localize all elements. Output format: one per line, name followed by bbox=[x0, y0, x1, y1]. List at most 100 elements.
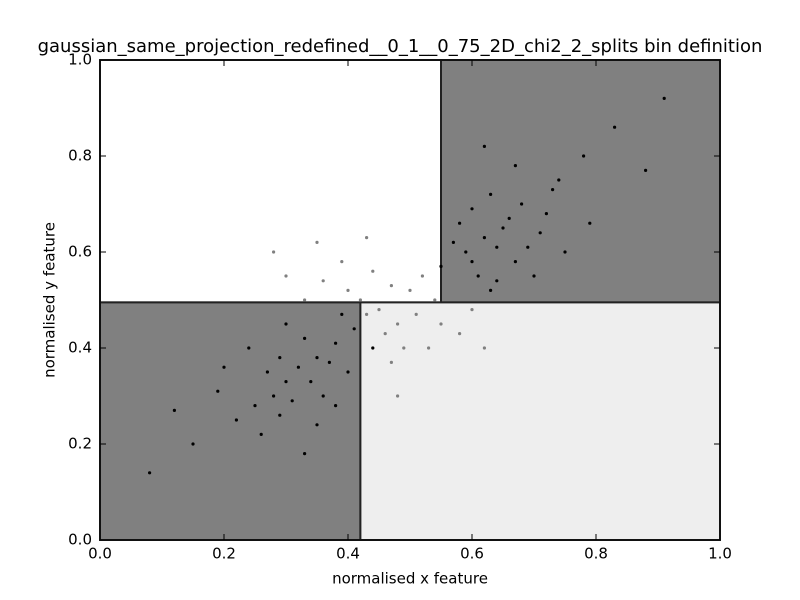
point bbox=[259, 432, 263, 436]
point bbox=[520, 202, 524, 206]
point bbox=[247, 346, 251, 350]
point bbox=[613, 125, 617, 129]
point bbox=[303, 298, 307, 302]
point bbox=[148, 471, 152, 475]
bin bbox=[99, 301, 362, 541]
bin bbox=[359, 301, 721, 541]
point bbox=[470, 207, 474, 211]
point bbox=[265, 370, 269, 374]
point bbox=[321, 394, 325, 398]
point bbox=[222, 365, 226, 369]
point bbox=[433, 298, 437, 302]
chart-title: gaussian_same_projection_redefined__0_1_… bbox=[38, 36, 763, 57]
point bbox=[371, 269, 375, 273]
point bbox=[284, 274, 288, 278]
x-tick-label: 0.0 bbox=[88, 545, 112, 563]
point bbox=[408, 288, 412, 292]
point bbox=[439, 322, 443, 326]
point bbox=[470, 308, 474, 312]
point bbox=[309, 380, 313, 384]
plot-frame bbox=[99, 59, 721, 541]
point bbox=[278, 413, 282, 417]
point bbox=[544, 212, 549, 216]
point bbox=[290, 399, 294, 403]
point bbox=[501, 226, 505, 230]
point bbox=[253, 404, 257, 408]
point bbox=[414, 312, 418, 316]
point bbox=[272, 394, 276, 398]
point bbox=[470, 260, 474, 264]
point bbox=[464, 250, 468, 254]
point bbox=[482, 236, 486, 240]
y-tick-label: 0.4 bbox=[68, 339, 92, 357]
point bbox=[346, 370, 350, 374]
point bbox=[551, 188, 555, 192]
y-tick-label: 0.6 bbox=[68, 243, 92, 261]
point bbox=[352, 327, 356, 331]
point bbox=[644, 168, 648, 172]
x-tick-label: 0.2 bbox=[212, 545, 236, 563]
point bbox=[315, 356, 319, 360]
point bbox=[389, 284, 393, 288]
point bbox=[321, 279, 325, 283]
point bbox=[371, 346, 375, 350]
bin bbox=[440, 59, 721, 304]
point bbox=[489, 288, 493, 292]
point bbox=[334, 404, 338, 408]
point bbox=[557, 178, 561, 182]
point bbox=[296, 365, 300, 369]
point bbox=[538, 231, 542, 235]
point bbox=[383, 332, 387, 336]
point bbox=[191, 442, 195, 446]
point bbox=[563, 250, 567, 254]
point bbox=[402, 346, 406, 350]
point bbox=[315, 423, 319, 427]
point bbox=[365, 312, 369, 316]
point bbox=[451, 240, 455, 244]
point bbox=[582, 154, 586, 158]
point bbox=[396, 322, 400, 326]
point bbox=[526, 245, 530, 249]
bin bbox=[99, 59, 442, 304]
point bbox=[439, 264, 443, 268]
point bbox=[272, 250, 276, 254]
point bbox=[427, 346, 431, 350]
y-tick-label: 0.2 bbox=[68, 435, 92, 453]
point bbox=[458, 221, 462, 225]
point bbox=[358, 298, 362, 302]
y-tick-label: 1.0 bbox=[68, 51, 92, 69]
point bbox=[507, 216, 511, 220]
point bbox=[482, 346, 486, 350]
point bbox=[334, 341, 338, 345]
x-axis-label: normalised x feature bbox=[332, 570, 488, 588]
x-tick-label: 0.6 bbox=[460, 545, 484, 563]
point bbox=[662, 96, 666, 100]
point bbox=[532, 274, 536, 278]
point bbox=[340, 260, 344, 264]
point bbox=[278, 356, 282, 360]
point bbox=[346, 288, 350, 292]
y-tick-label: 0.8 bbox=[68, 147, 92, 165]
point bbox=[420, 274, 424, 278]
point bbox=[513, 260, 518, 264]
point bbox=[588, 221, 592, 225]
point bbox=[315, 240, 319, 244]
point bbox=[451, 288, 455, 292]
y-tick-label: 0.0 bbox=[68, 531, 92, 549]
point bbox=[458, 332, 462, 336]
point bbox=[284, 380, 288, 384]
point bbox=[482, 144, 486, 148]
point bbox=[340, 312, 344, 316]
point bbox=[303, 336, 307, 340]
point bbox=[216, 389, 220, 393]
point bbox=[495, 245, 499, 249]
point bbox=[365, 236, 369, 240]
point bbox=[396, 394, 400, 398]
point bbox=[327, 360, 331, 364]
point bbox=[377, 308, 381, 312]
x-tick-label: 1.0 bbox=[708, 545, 732, 563]
point bbox=[172, 408, 176, 412]
point bbox=[476, 274, 480, 278]
point bbox=[334, 317, 338, 321]
